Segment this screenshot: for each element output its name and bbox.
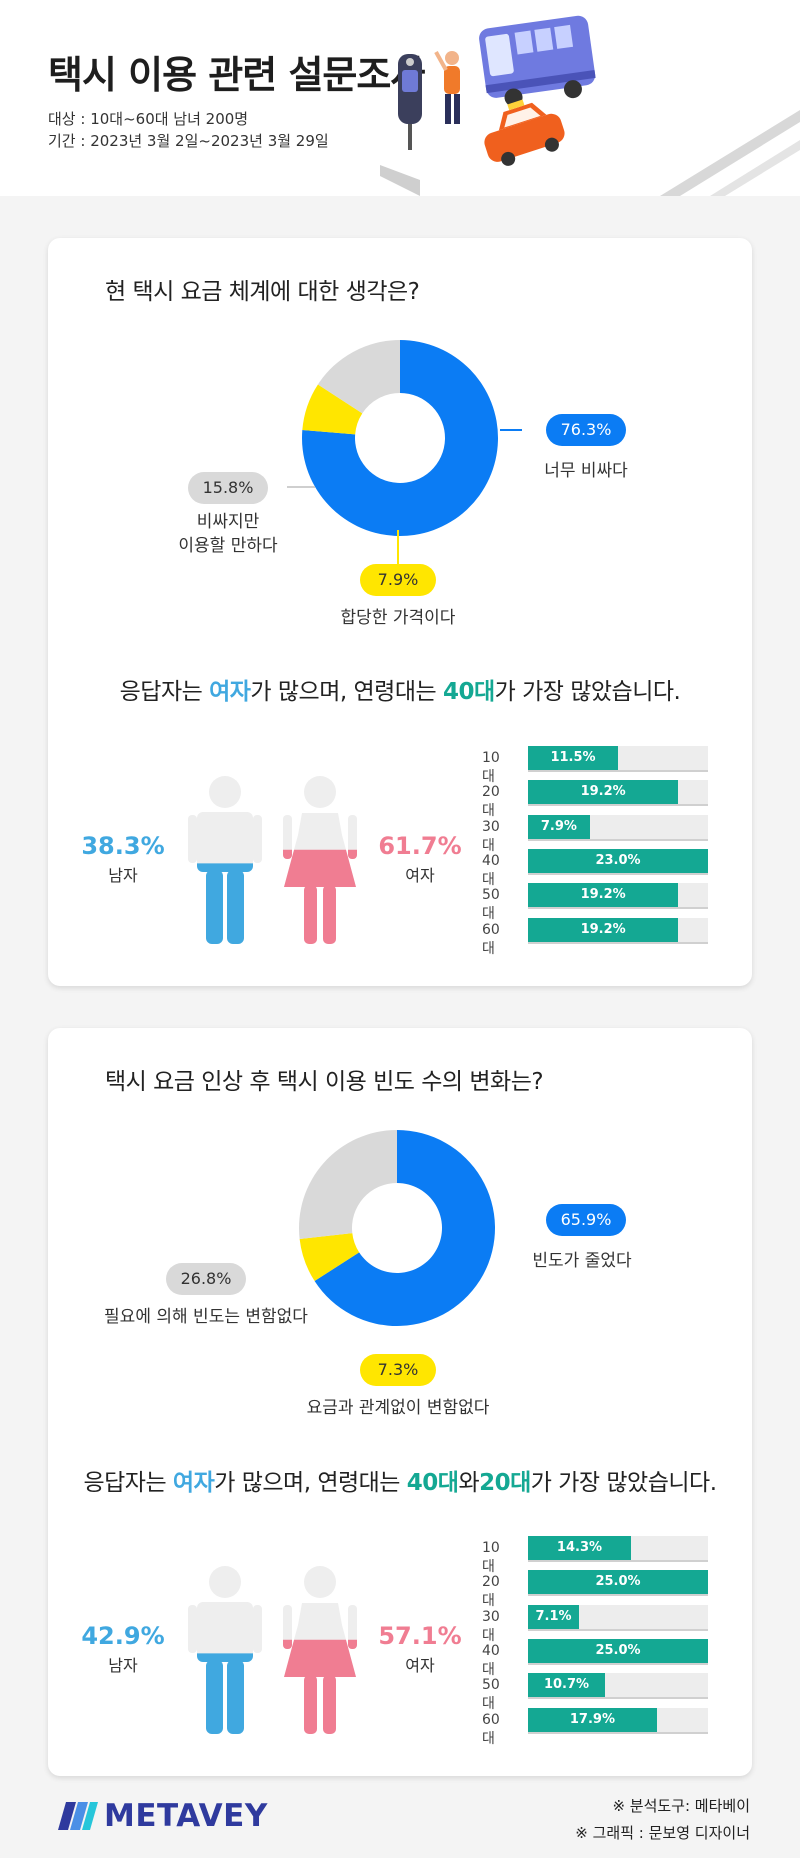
survey2-donut-chart bbox=[299, 1130, 495, 1326]
survey1-age-label: 40대 bbox=[482, 852, 500, 888]
survey2-age-bar-track: 25.0% bbox=[528, 1570, 708, 1597]
survey2-donut-slice-1 bbox=[299, 1233, 360, 1282]
survey1-donut-slice-2 bbox=[317, 340, 400, 414]
survey1-age-bar bbox=[528, 848, 708, 873]
survey2-age-label: 10대 bbox=[482, 1540, 500, 1575]
survey2-age-bar bbox=[528, 1638, 708, 1663]
survey2-age-bar-track: 7.1% bbox=[528, 1604, 708, 1631]
survey2-age-label: 30대 bbox=[482, 1608, 500, 1644]
survey1-slice-pct: 15.8% bbox=[188, 472, 268, 504]
survey1-female-pct: 61.7% bbox=[378, 832, 462, 860]
survey-target: 대상 : 10대~60대 남녀 200명 bbox=[48, 110, 249, 128]
survey1-age-bar-track: 23.0% bbox=[528, 848, 708, 875]
survey1-age-bar-track: 11.5% bbox=[528, 746, 708, 772]
survey2-age-value: 14.3% bbox=[556, 1540, 603, 1555]
survey1-slice-pct: 76.3% bbox=[546, 414, 626, 446]
survey1-male-label: 남자 bbox=[108, 866, 138, 885]
survey2-donut-slice-0 bbox=[314, 1130, 495, 1326]
survey2-age-bar-track: 14.3% bbox=[528, 1536, 708, 1562]
survey2-age-bar bbox=[528, 1536, 631, 1560]
survey2-age-label: 50대 bbox=[482, 1677, 500, 1713]
survey2-male-label: 남자 bbox=[108, 1656, 138, 1675]
survey2-age-value: 7.1% bbox=[535, 1608, 572, 1624]
survey1-age-bar bbox=[528, 780, 679, 805]
survey2-age-label: 40대 bbox=[482, 1642, 500, 1678]
survey1-age-value: 7.9% bbox=[540, 818, 577, 834]
survey1-age-value: 19.2% bbox=[580, 887, 626, 903]
survey1-female-label: 여자 bbox=[405, 866, 435, 885]
header: 택시 이용 관련 설문조사 대상 : 10대~60대 남녀 200명 기간 : … bbox=[0, 0, 800, 196]
survey1-female-figure bbox=[283, 776, 357, 944]
survey2-age-value: 10.7% bbox=[543, 1677, 590, 1693]
survey2-age-bar-track: 10.7% bbox=[528, 1673, 708, 1700]
survey1-age-value: 11.5% bbox=[550, 750, 596, 765]
survey1-age-label: 50대 bbox=[482, 887, 500, 923]
survey2-summary: 응답자는 여자가 많으며, 연령대는 40대와20대가 가장 많았습니다. bbox=[83, 1470, 717, 1496]
survey2-age-bar bbox=[528, 1604, 580, 1629]
survey1-male-icon bbox=[185, 775, 265, 949]
survey2-age-label: 20대 bbox=[482, 1574, 500, 1610]
survey2-male-icon bbox=[185, 1565, 265, 1739]
survey2-age-value: 25.0% bbox=[595, 1642, 641, 1658]
survey1-age-bar bbox=[528, 883, 679, 908]
survey1-age-bar bbox=[528, 814, 590, 839]
survey2-slice-pct: 7.3% bbox=[360, 1354, 436, 1386]
survey1-age-bar bbox=[528, 746, 618, 770]
survey1-age-label: 30대 bbox=[482, 818, 500, 854]
graphic-credit-note: ※ 그래픽 : 문보영 디자이너 bbox=[575, 1824, 750, 1842]
survey2-slice-pct: 26.8% bbox=[166, 1263, 246, 1295]
survey1-question: 현 택시 요금 체계에 대한 생각은? bbox=[105, 279, 420, 305]
taxi-bus-illustration bbox=[380, 15, 800, 196]
survey2-slice-pct: 65.9% bbox=[546, 1204, 626, 1236]
survey1-age-bar-track: 7.9% bbox=[528, 814, 708, 841]
survey1-donut-chart bbox=[302, 340, 498, 536]
survey2-slice-label: 빈도가 줄었다 bbox=[532, 1251, 632, 1271]
survey2-female-icon bbox=[280, 1565, 360, 1739]
survey1-slice-label: 비싸지만 이용할 만하다 bbox=[178, 512, 278, 556]
survey1-age-bar bbox=[528, 917, 679, 942]
metavey-logo-text: METAVEY bbox=[104, 1798, 268, 1834]
survey1-age-value: 23.0% bbox=[595, 852, 641, 868]
survey2-age-value: 25.0% bbox=[595, 1574, 641, 1590]
survey-period: 기간 : 2023년 3월 2일~2023년 3월 29일 bbox=[48, 132, 329, 150]
survey2-male-figure bbox=[188, 1566, 262, 1734]
survey1-age-value: 19.2% bbox=[580, 921, 626, 937]
survey1-age-label: 20대 bbox=[482, 784, 500, 820]
survey1-age-value: 19.2% bbox=[580, 784, 626, 800]
metavey-logo-icon bbox=[58, 1802, 98, 1830]
survey2-age-bar-track: 25.0% bbox=[528, 1638, 708, 1665]
survey2-question: 택시 요금 인상 후 택시 이용 빈도 수의 변화는? bbox=[105, 1069, 544, 1095]
survey2-age-label: 60대 bbox=[482, 1711, 500, 1747]
survey2-age-bar bbox=[528, 1673, 606, 1698]
survey2-donut-slice-2 bbox=[299, 1130, 397, 1240]
survey2-female-pct: 57.1% bbox=[378, 1622, 462, 1650]
survey1-age-bar-track: 19.2% bbox=[528, 780, 708, 807]
analysis-tool-note: ※ 분석도구: 메타베이 bbox=[612, 1797, 750, 1815]
survey1-summary: 응답자는 여자가 많으며, 연령대는 40대가 가장 많았습니다. bbox=[119, 679, 681, 705]
survey2-age-bar-track: 17.9% bbox=[528, 1707, 708, 1734]
survey1-age-label: 60대 bbox=[482, 921, 500, 957]
survey1-age-label: 10대 bbox=[482, 750, 500, 785]
survey1-slice-label: 너무 비싸다 bbox=[544, 461, 628, 481]
survey2-female-label: 여자 bbox=[405, 1656, 435, 1675]
survey1-slice-pct: 7.9% bbox=[360, 564, 436, 596]
survey1-female-icon bbox=[280, 775, 360, 949]
survey2-slice-label: 요금과 관계없이 변함없다 bbox=[306, 1398, 490, 1418]
survey2-male-pct: 42.9% bbox=[81, 1622, 165, 1650]
page-title: 택시 이용 관련 설문조사 bbox=[48, 53, 425, 97]
survey1-male-figure bbox=[188, 776, 262, 944]
survey1-donut-slice-1 bbox=[302, 384, 363, 435]
survey2-slice-label: 필요에 의해 빈도는 변함없다 bbox=[104, 1307, 308, 1327]
survey1-donut-slice-0 bbox=[302, 340, 498, 536]
survey1-age-bar-track: 19.2% bbox=[528, 883, 708, 910]
survey2-age-bar bbox=[528, 1570, 708, 1595]
survey2-female-figure bbox=[283, 1566, 357, 1734]
survey1-slice-label: 합당한 가격이다 bbox=[340, 608, 456, 628]
survey1-male-pct: 38.3% bbox=[81, 832, 165, 860]
survey1-age-bar-track: 19.2% bbox=[528, 917, 708, 944]
survey2-age-value: 17.9% bbox=[569, 1711, 615, 1727]
survey2-age-bar bbox=[528, 1707, 657, 1732]
